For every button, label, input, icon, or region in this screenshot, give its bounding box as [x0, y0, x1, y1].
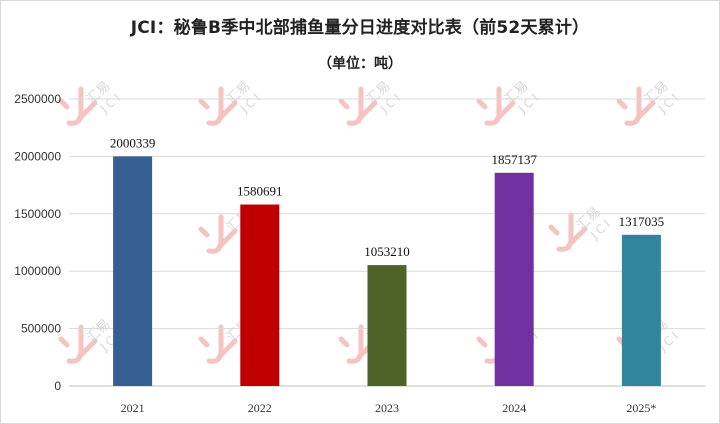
- data-labels: 2000339 1580691 1053210 1857137 1317035: [110, 135, 664, 259]
- x-axis: 2021 2022 2023 2024 2025*: [121, 401, 657, 415]
- y-tick-label: 1000000: [14, 264, 61, 278]
- data-label: 1317035: [619, 214, 665, 229]
- bar: [621, 234, 661, 386]
- data-label: 1580691: [237, 184, 283, 199]
- y-tick-label: 1500000: [14, 207, 61, 221]
- x-tick-label: 2022: [248, 401, 272, 415]
- x-tick-label: 2023: [375, 401, 399, 415]
- data-label: 1857137: [491, 152, 537, 167]
- bars: [113, 156, 661, 386]
- bar: [113, 156, 153, 386]
- data-label: 1053210: [364, 244, 410, 259]
- bar: [367, 265, 407, 386]
- y-tick-label: 2000000: [14, 149, 61, 163]
- bar: [240, 204, 280, 386]
- bar: [494, 172, 534, 386]
- data-label: 2000339: [110, 135, 156, 150]
- x-tick-label: 2024: [502, 401, 526, 415]
- y-tick-label: 2500000: [14, 92, 61, 106]
- x-tick-label: 2021: [121, 401, 145, 415]
- y-tick-label: 0: [54, 379, 61, 393]
- y-tick-label: 500000: [21, 322, 61, 336]
- chart-subtitle: （单位：吨）: [318, 56, 402, 72]
- chart-title: JCI：秘鲁B季中北部捕鱼量分日进度对比表（前52天累计）: [130, 18, 590, 38]
- y-axis: 0 500000 1000000 1500000 2000000 2500000: [14, 92, 61, 393]
- x-tick-label: 2025*: [626, 401, 656, 415]
